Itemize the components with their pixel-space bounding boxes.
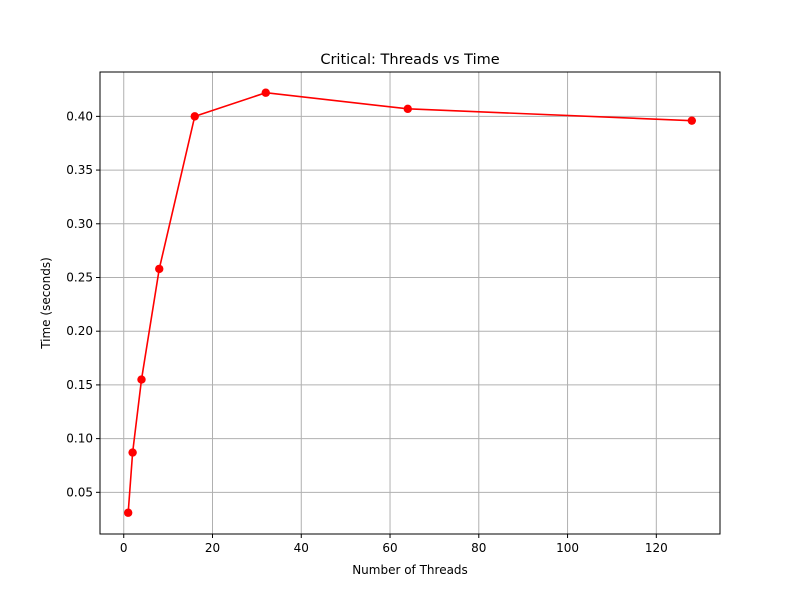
y-tick-label: 0.40 — [66, 109, 93, 123]
y-tick-label: 0.05 — [66, 485, 93, 499]
plot-frame — [99, 71, 721, 535]
x-tick-label: 60 — [382, 541, 397, 555]
data-point — [137, 375, 146, 384]
data-point — [261, 88, 270, 97]
x-axis-label: Number of Threads — [352, 563, 468, 577]
y-tick-label: 0.25 — [66, 270, 93, 284]
data-point — [155, 264, 164, 274]
x-axis: 0 20 40 60 80 100 120 — [120, 534, 668, 555]
y-axis: 0.05 0.10 0.15 0.20 0.25 0.30 0.35 0.40 — [66, 109, 100, 499]
x-tick-label: 80 — [471, 541, 486, 555]
series-layer — [123, 88, 697, 517]
data-point — [123, 508, 133, 517]
data-point — [687, 116, 697, 125]
data-point — [128, 448, 137, 457]
x-tick-label: 100 — [556, 541, 579, 555]
x-tick-label: 40 — [294, 541, 309, 555]
data-point — [190, 112, 199, 121]
y-axis-label: Time (seconds) — [39, 257, 53, 350]
x-tick-label: 120 — [645, 541, 668, 555]
y-tick-label: 0.20 — [66, 324, 93, 338]
x-tick-label: 20 — [205, 541, 220, 555]
x-tick-label: 0 — [120, 541, 128, 555]
y-tick-label: 0.10 — [66, 432, 93, 446]
y-tick-label: 0.35 — [66, 163, 93, 177]
data-point — [403, 104, 412, 114]
y-tick-label: 0.30 — [66, 217, 93, 231]
series-line — [127, 91, 692, 513]
grid-lines — [100, 72, 720, 534]
chart-title: Critical: Threads vs Time — [320, 52, 499, 68]
y-tick-label: 0.15 — [66, 378, 93, 392]
